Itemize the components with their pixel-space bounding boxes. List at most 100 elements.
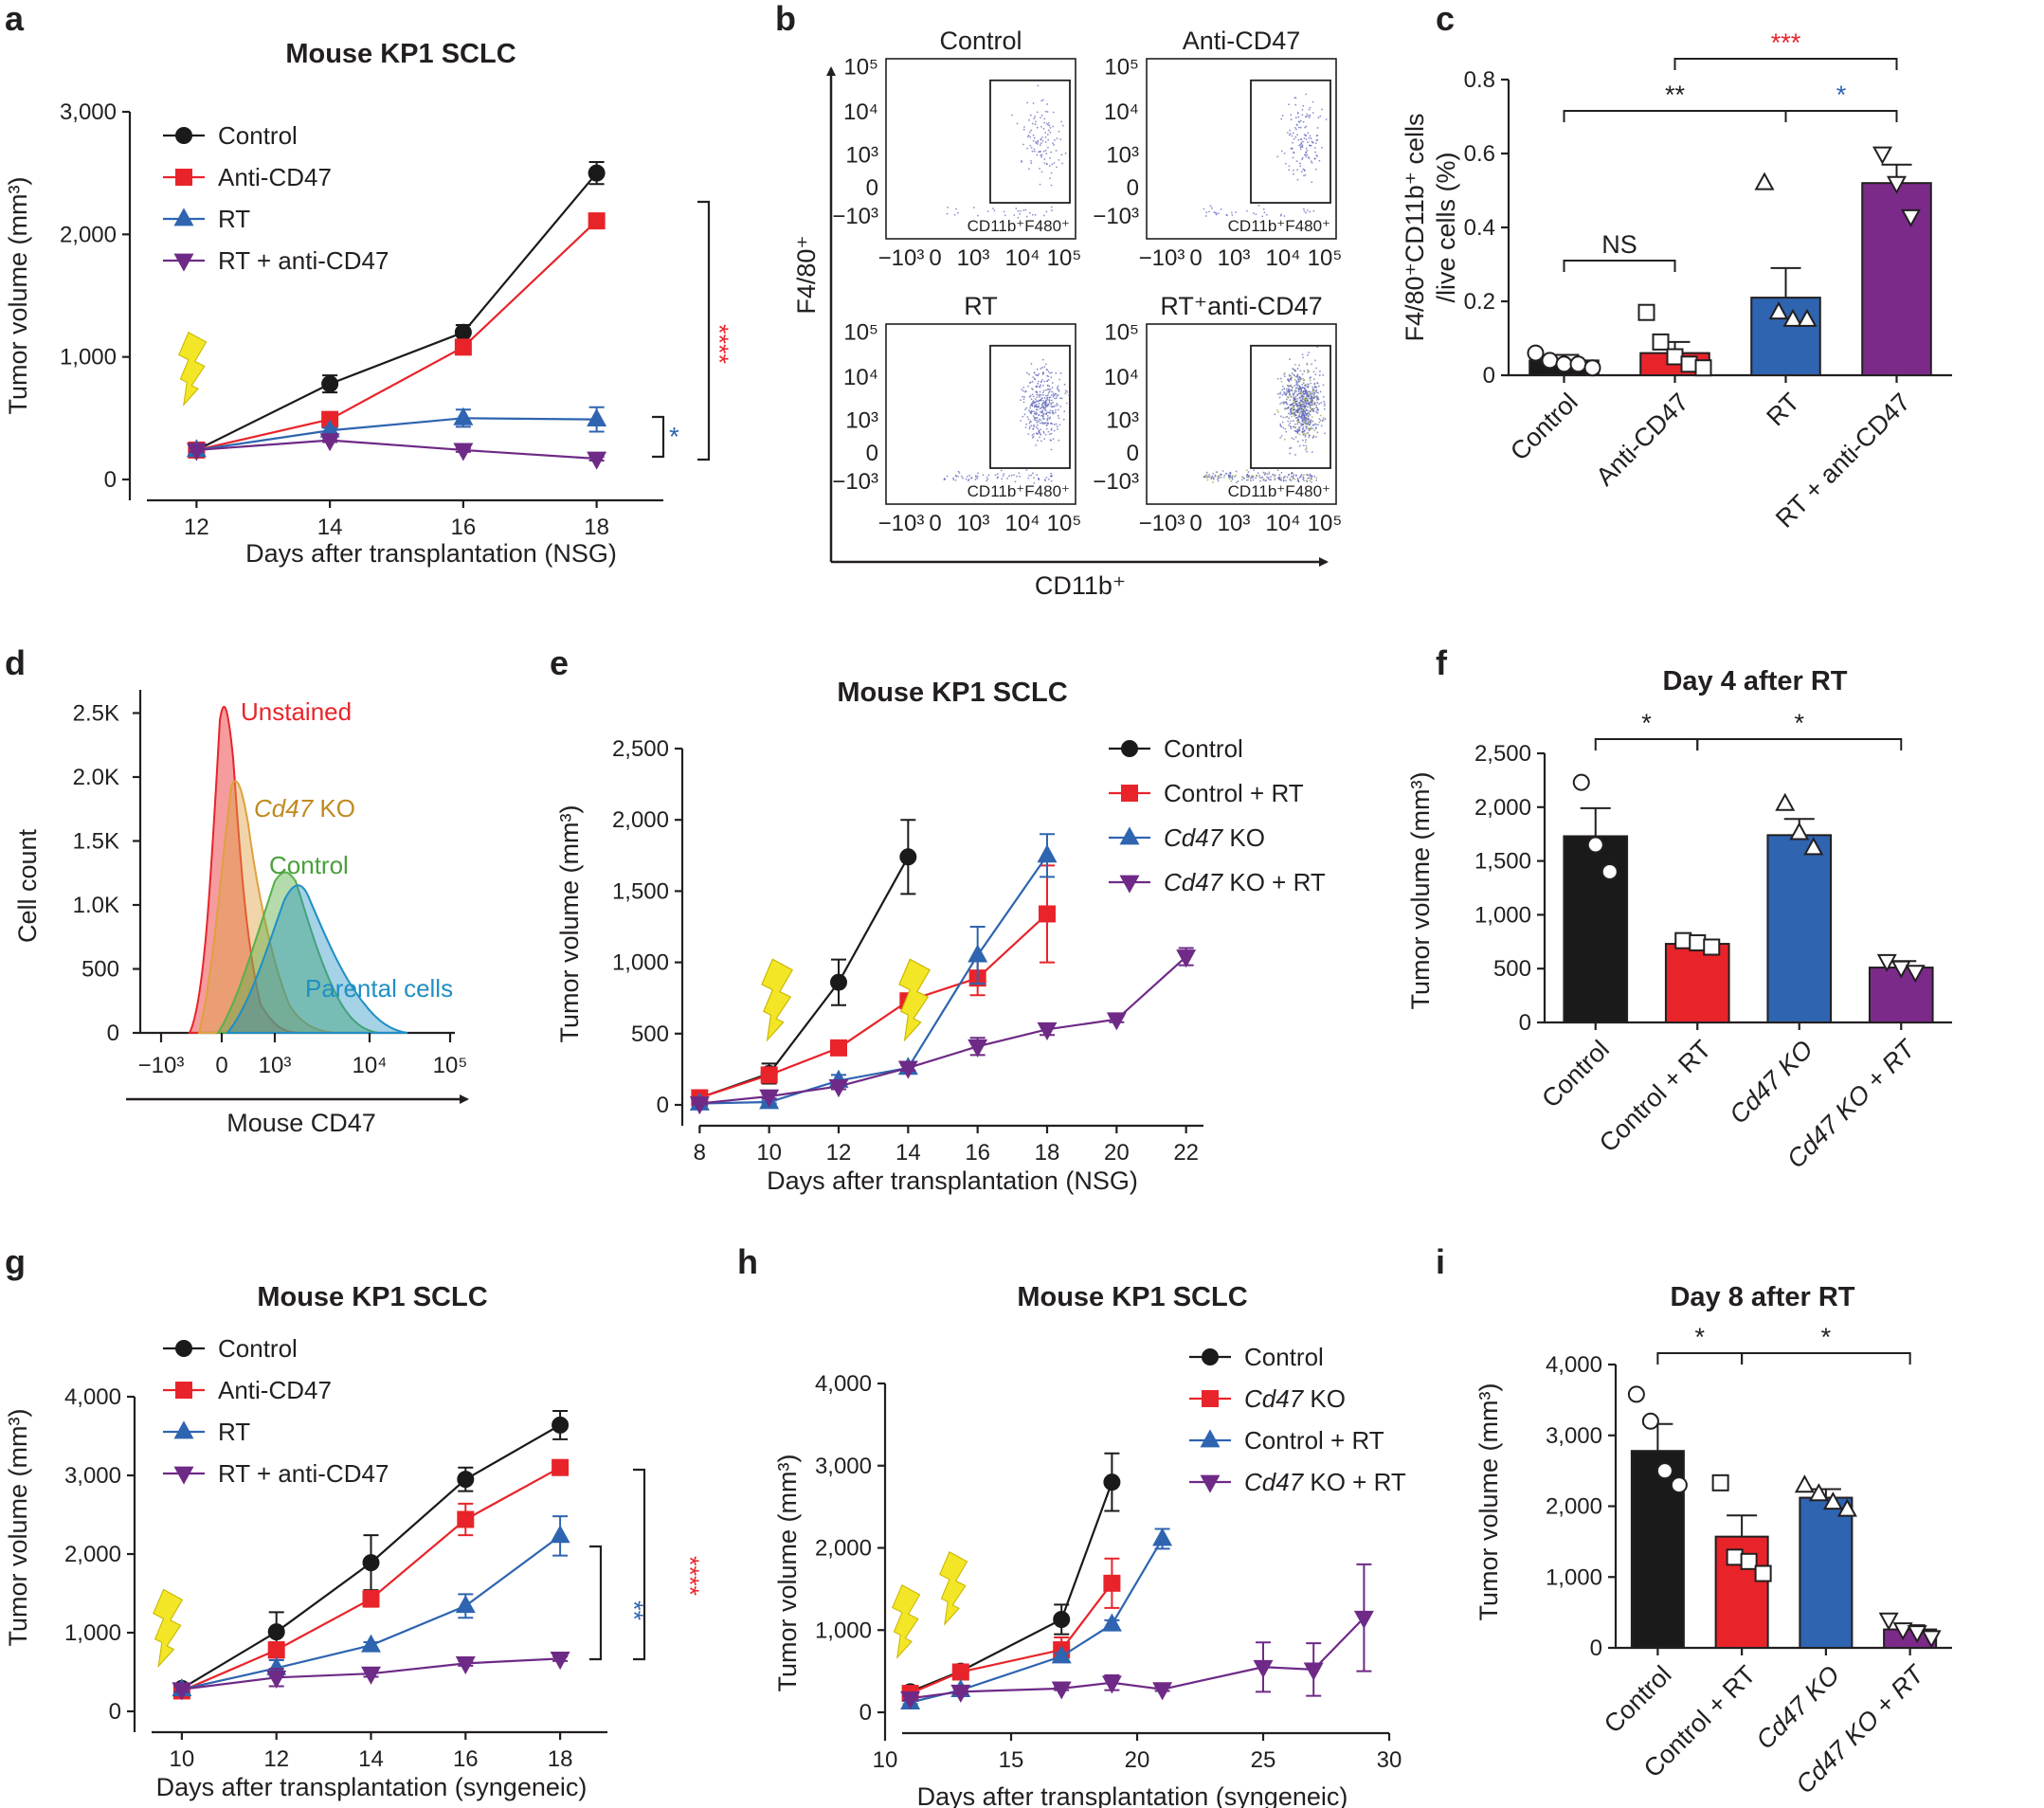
flow-event-dot — [1288, 385, 1291, 388]
flow-event-dot — [1294, 389, 1297, 391]
flow-event-dot — [1032, 415, 1035, 417]
flow-event-dot — [1299, 162, 1301, 165]
flow-event-dot — [1306, 149, 1309, 152]
y-tick-label: 0 — [1590, 1636, 1602, 1661]
panel-a-bracket-blue — [652, 415, 665, 459]
flow-event-dot — [1291, 389, 1293, 391]
data-point-rt — [1782, 308, 1803, 327]
flow-event-dot — [1284, 407, 1286, 410]
flow-event-dot — [1210, 476, 1213, 479]
data-point-control — [830, 973, 847, 991]
flow-event-dot — [1296, 423, 1299, 425]
flow-event-dot — [1047, 417, 1049, 420]
flow-event-dot — [1014, 480, 1017, 483]
flow-event-dot — [1292, 392, 1294, 395]
flow-event-dot — [1044, 404, 1047, 407]
flow-event-dot — [1296, 373, 1299, 376]
bar-cd47-ko — [1766, 834, 1833, 1023]
data-point-rt-anti-cd47 — [1887, 175, 1907, 194]
data-point-rt-anti-cd47 — [319, 433, 340, 452]
flow-event-dot — [1303, 169, 1306, 172]
data-point-rt — [587, 407, 607, 427]
flow-event-dot — [1048, 390, 1051, 393]
flow-event-dot — [986, 210, 989, 212]
flow-event-dot — [1283, 392, 1286, 395]
flow-event-dot — [1235, 211, 1238, 214]
flow-event-dot — [1292, 425, 1294, 428]
flow-event-dot — [1051, 209, 1053, 211]
panel-c: F4/80⁺CD11b⁺ cells /live cells (%) 0 0.2 0… — [1401, 28, 1952, 533]
flow-event-dot — [1054, 392, 1057, 395]
flow-event-dot — [1313, 393, 1315, 396]
flow-event-dot — [1050, 394, 1053, 396]
flow-event-dot — [1307, 393, 1310, 395]
panel-d: Cell count Mouse CD47 Unstained Cd47 KO … — [13, 690, 469, 1137]
flow-event-dot — [1305, 427, 1308, 430]
flow-event-dot — [1051, 163, 1054, 166]
sig-label: NS — [1601, 230, 1637, 259]
flow-event-dot — [1277, 411, 1279, 413]
flow-event-dot — [1279, 393, 1281, 395]
flow-event-dot — [1324, 432, 1326, 435]
flow-event-dot — [1266, 476, 1268, 479]
flow-event-dot — [1051, 382, 1054, 384]
data-point-cd47-ko — [951, 1663, 969, 1681]
flow-event-dot — [1058, 130, 1060, 133]
flow-event-dot — [1259, 479, 1261, 482]
flow-event-dot — [1318, 159, 1321, 162]
flow-event-dot — [1307, 386, 1309, 389]
y-tick-label: 500 — [1493, 956, 1531, 982]
flow-event-dot — [1037, 424, 1039, 426]
flow-event-dot — [1031, 472, 1034, 475]
flow-x-tick-label: 10³ — [1218, 511, 1251, 536]
flow-event-dot — [1027, 134, 1030, 136]
y-tick-label: 1.5K — [73, 829, 119, 855]
flow-event-dot — [1297, 480, 1300, 483]
flow-event-dot — [1063, 410, 1066, 413]
flow-event-dot — [1038, 372, 1040, 375]
flow-event-dot — [1308, 477, 1311, 479]
flow-event-dot — [1304, 429, 1306, 431]
flow-event-dot — [1055, 405, 1058, 407]
flow-event-dot — [1051, 411, 1054, 414]
data-point-anti-cd47 — [588, 212, 606, 230]
flow-event-dot — [1301, 391, 1304, 393]
flow-event-dot — [1035, 120, 1037, 123]
flow-event-dot — [1293, 378, 1296, 381]
flow-event-dot — [1321, 420, 1324, 422]
flow-event-dot — [1299, 392, 1302, 395]
data-point-cd47-ko-rt — [1907, 1625, 1927, 1644]
flow-event-dot — [1295, 123, 1298, 126]
flow-event-dot — [1280, 479, 1282, 481]
flow-event-dot — [962, 477, 964, 479]
data-point-control — [1541, 352, 1559, 370]
flow-event-dot — [1279, 437, 1282, 439]
radiation-bolt-icon — [153, 1588, 184, 1668]
flow-event-dot — [1304, 405, 1306, 407]
gate-label: CD11b⁺F480⁺ — [1228, 217, 1330, 235]
data-point-anti-cd47 — [1680, 355, 1698, 373]
panel-d-ticks: 0 500 1.0K 1.5K 2.0K 2.5K −10³ 0 10³ 10⁴ 10⁵ — [73, 701, 468, 1079]
flow-event-dot — [1023, 396, 1025, 398]
panel-a-bracket-red — [697, 200, 711, 461]
flow-event-dot — [1016, 475, 1018, 478]
y-tick-label: 1,000 — [1474, 902, 1531, 928]
flow-event-dot — [1028, 409, 1031, 412]
flow-event-dot — [1303, 416, 1305, 419]
flow-event-dot — [1295, 400, 1298, 403]
data-point-cd47-ko-rt — [1037, 1022, 1058, 1040]
bar-rt — [1750, 297, 1821, 377]
flow-event-dot — [1308, 419, 1310, 422]
flow-event-dot — [1058, 439, 1060, 442]
category-label-control: Control — [1505, 388, 1583, 466]
flow-x-tick-label: 0 — [1189, 245, 1202, 271]
flow-event-dot — [1040, 428, 1042, 431]
flow-event-dot — [1298, 380, 1301, 383]
x-tick-label: 10⁴ — [352, 1053, 387, 1078]
flow-event-dot — [1038, 420, 1040, 423]
flow-event-dot — [1294, 387, 1297, 389]
flow-event-dot — [1305, 439, 1307, 442]
flow-event-dot — [1294, 395, 1297, 398]
flow-event-dot — [1247, 471, 1250, 474]
flow-event-dot — [1052, 125, 1055, 128]
